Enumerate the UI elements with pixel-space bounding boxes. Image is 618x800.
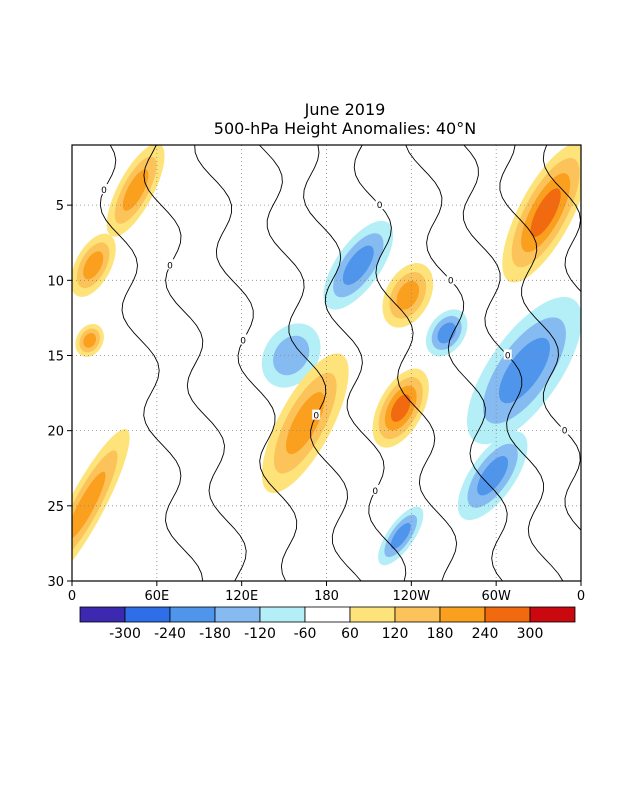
colorbar-label: -240 — [154, 626, 186, 642]
zero-contour — [99, 145, 204, 581]
contour-label-bg — [503, 349, 512, 360]
contour-label: 0 — [448, 276, 454, 286]
colorbar-swatch — [394, 606, 441, 623]
colorbar-label: 180 — [427, 626, 454, 642]
x-tick-label: 120W — [392, 589, 430, 604]
anomaly-region — [72, 471, 106, 540]
anomaly-region — [286, 392, 325, 455]
anomaly-region — [122, 169, 149, 211]
anomaly-region — [477, 456, 509, 496]
y-tick-label: 5 — [56, 199, 64, 214]
colorbar-swatch — [529, 606, 576, 623]
anomaly-region — [437, 322, 456, 344]
anomaly-region — [390, 394, 411, 422]
colorbar-swatch — [304, 606, 351, 623]
y-tick-label: 10 — [47, 274, 64, 289]
y-tick-label: 20 — [47, 425, 64, 440]
contour-label-bg — [239, 334, 248, 345]
zero-contour — [353, 145, 458, 581]
anomaly-region — [342, 245, 374, 285]
contour-label: 0 — [101, 186, 107, 196]
x-tick-label: 180 — [314, 589, 339, 604]
chart-subtitle: 500-hPa Height Anomalies: 40°N — [214, 119, 476, 138]
contour-label-bg — [165, 259, 174, 270]
anomaly-region — [390, 522, 411, 549]
anomaly-region — [83, 251, 104, 280]
anomaly-region — [273, 335, 310, 376]
contour-label: 0 — [240, 336, 246, 346]
colorbar-label: -300 — [109, 626, 141, 642]
colorbar-label: 240 — [472, 626, 499, 642]
zero-contour — [303, 145, 407, 581]
colorbar-swatch — [439, 606, 486, 623]
contour-label: 0 — [377, 201, 383, 211]
chart-title: June 2019 — [304, 100, 386, 119]
anomaly-region — [83, 333, 97, 348]
contour-label-bg — [371, 484, 380, 495]
colorbar-label: 120 — [382, 626, 409, 642]
x-tick-label: 60W — [481, 589, 511, 604]
y-tick-label: 15 — [47, 349, 64, 364]
anomaly-region — [396, 281, 420, 310]
contour-label: 0 — [167, 261, 173, 271]
colorbar-swatch — [349, 606, 396, 623]
contour-label-bg — [312, 409, 321, 420]
x-tick-label: 60E — [144, 589, 169, 604]
colorbar-label: -60 — [294, 626, 317, 642]
zero-contour — [405, 145, 508, 581]
contour-label: 0 — [562, 427, 568, 437]
colorbar-label: -180 — [199, 626, 231, 642]
colorbar-swatch — [169, 606, 216, 623]
contour-label-bg — [560, 424, 569, 435]
zero-contour — [542, 145, 581, 293]
zero-contour — [462, 145, 564, 581]
contour-label-bg — [99, 184, 108, 195]
colorbar-label: -120 — [244, 626, 276, 642]
colorbar-swatch — [484, 606, 531, 623]
contour-label: 0 — [313, 412, 319, 422]
contour-label: 0 — [372, 487, 378, 497]
y-tick-label: 25 — [47, 500, 64, 515]
zero-contour — [143, 145, 247, 581]
x-tick-label: 0 — [68, 589, 76, 604]
colorbar-swatch — [124, 606, 171, 623]
zero-contour — [499, 145, 581, 531]
anomaly-region — [530, 188, 561, 237]
x-tick-label: 120E — [225, 589, 258, 604]
contour-label-bg — [446, 274, 455, 285]
contour-label: 0 — [505, 351, 511, 361]
colorbar-swatch — [259, 606, 306, 623]
colorbar-swatch — [214, 606, 261, 623]
contour-label-bg — [375, 199, 384, 210]
zero-contour — [258, 145, 362, 581]
colorbar-swatch — [79, 606, 126, 623]
y-tick-label: 30 — [47, 575, 64, 590]
zero-contour — [194, 145, 298, 581]
colorbar-label: 60 — [341, 626, 359, 642]
x-tick-label: 0 — [577, 589, 585, 604]
colorbar-label: 300 — [517, 626, 544, 642]
anomaly-region — [498, 337, 550, 404]
